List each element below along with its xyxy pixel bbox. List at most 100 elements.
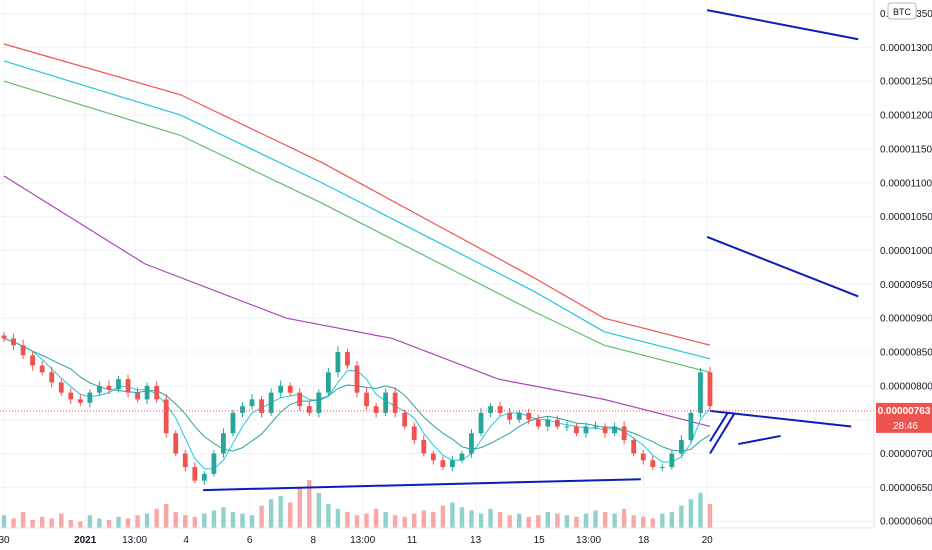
currency-badge[interactable]: BTC	[887, 2, 917, 20]
volume-bar	[202, 513, 207, 528]
volume-bar	[173, 512, 178, 528]
volume-bar	[536, 515, 541, 528]
candle-body	[221, 433, 226, 454]
candle-body	[688, 412, 694, 440]
y-tick-label: 0.00000900	[880, 314, 932, 325]
x-tick-label: 13	[470, 535, 482, 546]
candle-body	[545, 419, 551, 427]
candle-body	[612, 426, 617, 434]
last-price-countdown: 28:46	[893, 421, 918, 432]
volume-bar	[402, 516, 407, 528]
y-tick-label: 0.00001300	[880, 43, 932, 54]
candle-body	[659, 467, 665, 469]
volume-bar	[650, 518, 655, 528]
x-tick-label: 4	[183, 535, 189, 546]
candle-body	[201, 473, 207, 481]
trend-line[interactable]	[738, 434, 781, 446]
volume-bar	[68, 520, 73, 528]
volume-bar	[612, 513, 617, 528]
volume-bar	[440, 505, 446, 528]
y-tick-label: 0.00001150	[880, 144, 932, 155]
volume-bar	[135, 515, 140, 528]
moving-average-line	[3, 43, 711, 346]
volume-bar	[412, 513, 417, 528]
candle-body	[554, 419, 560, 427]
volume-bar	[469, 510, 474, 528]
volume-bar	[49, 518, 54, 528]
volume-bar	[688, 499, 694, 528]
candle-body	[535, 419, 541, 427]
candle-body	[1, 335, 7, 339]
candle-body	[77, 399, 83, 403]
volume-bar	[183, 515, 188, 528]
candle-body	[316, 392, 322, 413]
candle-body	[11, 338, 16, 346]
volume-bar	[564, 515, 570, 528]
volume-bar	[211, 510, 217, 528]
candle-body	[678, 440, 684, 454]
candle-body	[58, 382, 64, 393]
y-tick-label: 0.00000950	[880, 280, 932, 291]
x-tick-label: 30	[0, 535, 10, 546]
volume-bar	[326, 504, 331, 528]
trend-line[interactable]	[709, 412, 729, 442]
moving-average-line	[3, 60, 711, 360]
candle-body	[125, 379, 131, 393]
trend-line[interactable]	[706, 235, 859, 298]
candle-body	[173, 433, 179, 454]
volume-bar	[450, 502, 455, 528]
candle-body	[278, 385, 284, 393]
trend-line[interactable]	[706, 9, 859, 41]
volume-bar	[459, 507, 465, 528]
volume-bar	[116, 516, 121, 528]
candle-body	[402, 412, 408, 427]
volume-bar	[345, 512, 350, 528]
last-price-value: 0.00000763	[878, 406, 931, 417]
candle-body	[392, 392, 398, 413]
volume-bar	[144, 513, 150, 528]
price-candles	[1, 331, 713, 485]
x-tick-label: 13:00	[576, 535, 601, 546]
candle-body	[182, 453, 188, 468]
volume-bar	[602, 512, 608, 528]
x-tick-label: 13:00	[122, 535, 147, 546]
candle-body	[116, 379, 121, 390]
y-tick-label: 0.00000650	[880, 483, 932, 494]
candle-body	[335, 352, 341, 373]
volume-bar	[59, 513, 64, 528]
candle-body	[383, 392, 389, 413]
volume-bar	[268, 499, 274, 528]
candle-body	[144, 385, 150, 400]
candle-body	[469, 433, 474, 454]
trend-line[interactable]	[709, 412, 736, 455]
candle-body	[211, 453, 217, 474]
volume-bar	[39, 516, 45, 528]
volume-bar	[679, 505, 684, 528]
volume-bar	[669, 512, 675, 528]
candle-body	[325, 372, 331, 393]
y-tick-label: 0.00001250	[880, 77, 932, 88]
candle-body	[669, 453, 675, 468]
candle-body	[87, 392, 93, 403]
volume-bar	[641, 516, 646, 528]
volume-bar	[516, 513, 522, 528]
volume-bars	[1, 480, 713, 528]
time-axis[interactable]: 30 2021 13:00 4 6 8 13:00 11 13 15 13:00 18 20	[0, 535, 713, 546]
volume-bar	[497, 512, 503, 528]
volume-bar	[297, 488, 302, 528]
volume-bar	[97, 518, 102, 528]
candle-body	[421, 440, 427, 454]
candle-body	[450, 460, 455, 468]
volume-bar	[354, 515, 360, 528]
candle-body	[373, 406, 379, 413]
candle-body	[650, 460, 656, 468]
y-tick-label: 0.00000700	[880, 449, 932, 460]
currency-badge-label: BTC	[893, 7, 912, 17]
x-tick-label: 11	[407, 535, 418, 546]
volume-bar	[87, 515, 93, 528]
trend-line[interactable]	[203, 478, 641, 492]
trend-lines[interactable]	[203, 9, 859, 492]
volume-bar	[373, 508, 379, 528]
volume-bar	[574, 516, 579, 528]
x-tick-label: 18	[638, 535, 650, 546]
